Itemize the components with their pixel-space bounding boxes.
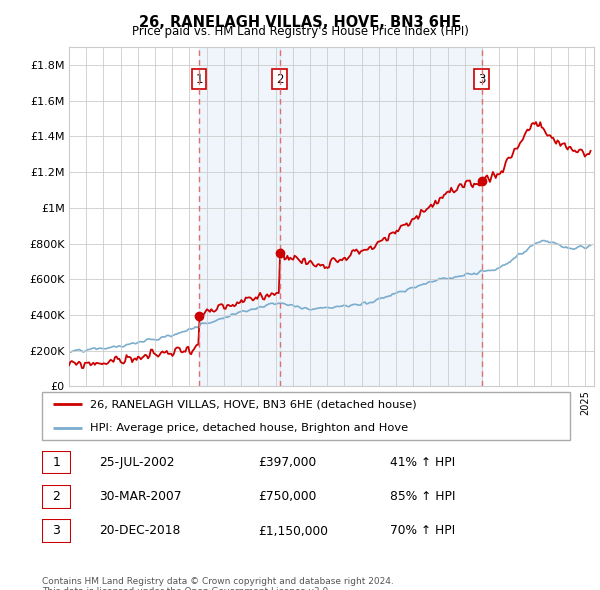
Text: 1: 1 [52,456,61,469]
Text: 1: 1 [196,73,203,86]
Text: £750,000: £750,000 [258,490,316,503]
Bar [280,47,482,386]
Text: Contains HM Land Registry data © Crown copyright and database right 2024.
This d: Contains HM Land Registry data © Crown c… [42,577,394,590]
Text: £397,000: £397,000 [258,456,316,469]
Text: Price paid vs. HM Land Registry's House Price Index (HPI): Price paid vs. HM Land Registry's House … [131,25,469,38]
Text: £1,150,000: £1,150,000 [258,525,328,537]
Text: 3: 3 [478,73,485,86]
Text: 30-MAR-2007: 30-MAR-2007 [99,490,182,503]
Text: HPI: Average price, detached house, Brighton and Hove: HPI: Average price, detached house, Brig… [89,423,407,432]
Text: 70% ↑ HPI: 70% ↑ HPI [390,525,455,537]
Text: 25-JUL-2002: 25-JUL-2002 [99,456,175,469]
Bar [199,47,280,386]
Text: 3: 3 [52,525,61,537]
Text: 26, RANELAGH VILLAS, HOVE, BN3 6HE: 26, RANELAGH VILLAS, HOVE, BN3 6HE [139,15,461,30]
Text: 20-DEC-2018: 20-DEC-2018 [99,525,181,537]
Text: 2: 2 [276,73,283,86]
Text: 85% ↑ HPI: 85% ↑ HPI [390,490,455,503]
Text: 26, RANELAGH VILLAS, HOVE, BN3 6HE (detached house): 26, RANELAGH VILLAS, HOVE, BN3 6HE (deta… [89,399,416,409]
Text: 41% ↑ HPI: 41% ↑ HPI [390,456,455,469]
Text: 2: 2 [52,490,61,503]
